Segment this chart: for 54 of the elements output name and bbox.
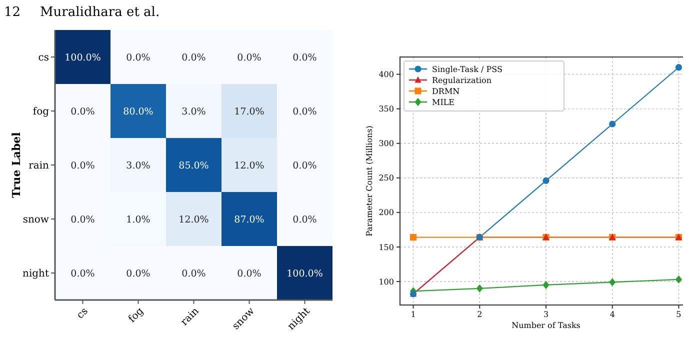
data-label: 0.0%	[70, 268, 95, 280]
x-axis-title: Number of Tasks	[512, 321, 580, 330]
data-label: 80.0%	[123, 106, 154, 118]
data-label: 12.0%	[178, 214, 209, 226]
data-label: 3.0%	[126, 160, 150, 172]
data-label: 0.0%	[292, 52, 317, 64]
y-tick-label: cs	[38, 52, 49, 64]
y-tick-label: 150	[378, 242, 394, 252]
y-tick-label: 250	[378, 174, 394, 183]
data-label: 3.0%	[182, 106, 206, 118]
text: 12	[4, 5, 21, 20]
legend-label: MILE	[432, 98, 455, 107]
data-label: 0.0%	[292, 160, 317, 172]
y-axis-title: Parameter Count (Millions)	[365, 126, 374, 236]
data-label: 17.0%	[234, 106, 264, 118]
data-label: 100.0%	[64, 52, 101, 64]
data-label: 0.0%	[182, 268, 206, 280]
legend-label: DRMN	[432, 86, 460, 96]
y-tick-label: night	[22, 268, 49, 280]
data-label: 100.0%	[286, 268, 323, 280]
x-tick-label: 5	[676, 310, 682, 319]
y-tick-label: 300	[378, 139, 394, 148]
data-label: 0.0%	[126, 52, 150, 64]
text: Muralidhara et al.	[40, 5, 160, 20]
data-label: 85.0%	[178, 160, 209, 172]
legend-label: Single-Task / PSS	[432, 64, 502, 74]
data-label: 87.0%	[234, 214, 264, 226]
data-label: 1.0%	[126, 214, 150, 226]
data-label: 0.0%	[70, 214, 95, 226]
x-tick-label: cs	[74, 306, 90, 322]
x-tick-label: 2	[477, 310, 482, 319]
data-label: 0.0%	[70, 106, 95, 118]
x-tick-label: 4	[610, 310, 615, 319]
y-tick-label: 100	[378, 277, 394, 286]
x-tick-label: 3	[543, 310, 549, 319]
data-label: 0.0%	[292, 106, 317, 118]
x-tick-label: 1	[410, 310, 416, 319]
x-tick-label: rain	[179, 305, 202, 328]
y-axis-title: True Label	[10, 132, 23, 198]
y-tick-label: 400	[378, 70, 394, 80]
y-tick-label: rain	[28, 160, 50, 172]
legend-label: Regularization	[432, 76, 492, 85]
data-label: 0.0%	[126, 268, 150, 280]
data-label: 0.0%	[237, 52, 262, 64]
data-label: 0.0%	[182, 52, 206, 64]
data-label: 0.0%	[237, 268, 262, 280]
data-label: 0.0%	[292, 214, 317, 226]
y-tick-label: snow	[22, 214, 50, 226]
x-tick-label: fog	[126, 305, 146, 325]
y-tick-label: 200	[378, 208, 394, 218]
y-tick-label: 350	[378, 104, 394, 114]
data-label: 0.0%	[70, 160, 95, 172]
y-tick-label: fog	[32, 106, 50, 118]
data-label: 12.0%	[234, 160, 264, 172]
